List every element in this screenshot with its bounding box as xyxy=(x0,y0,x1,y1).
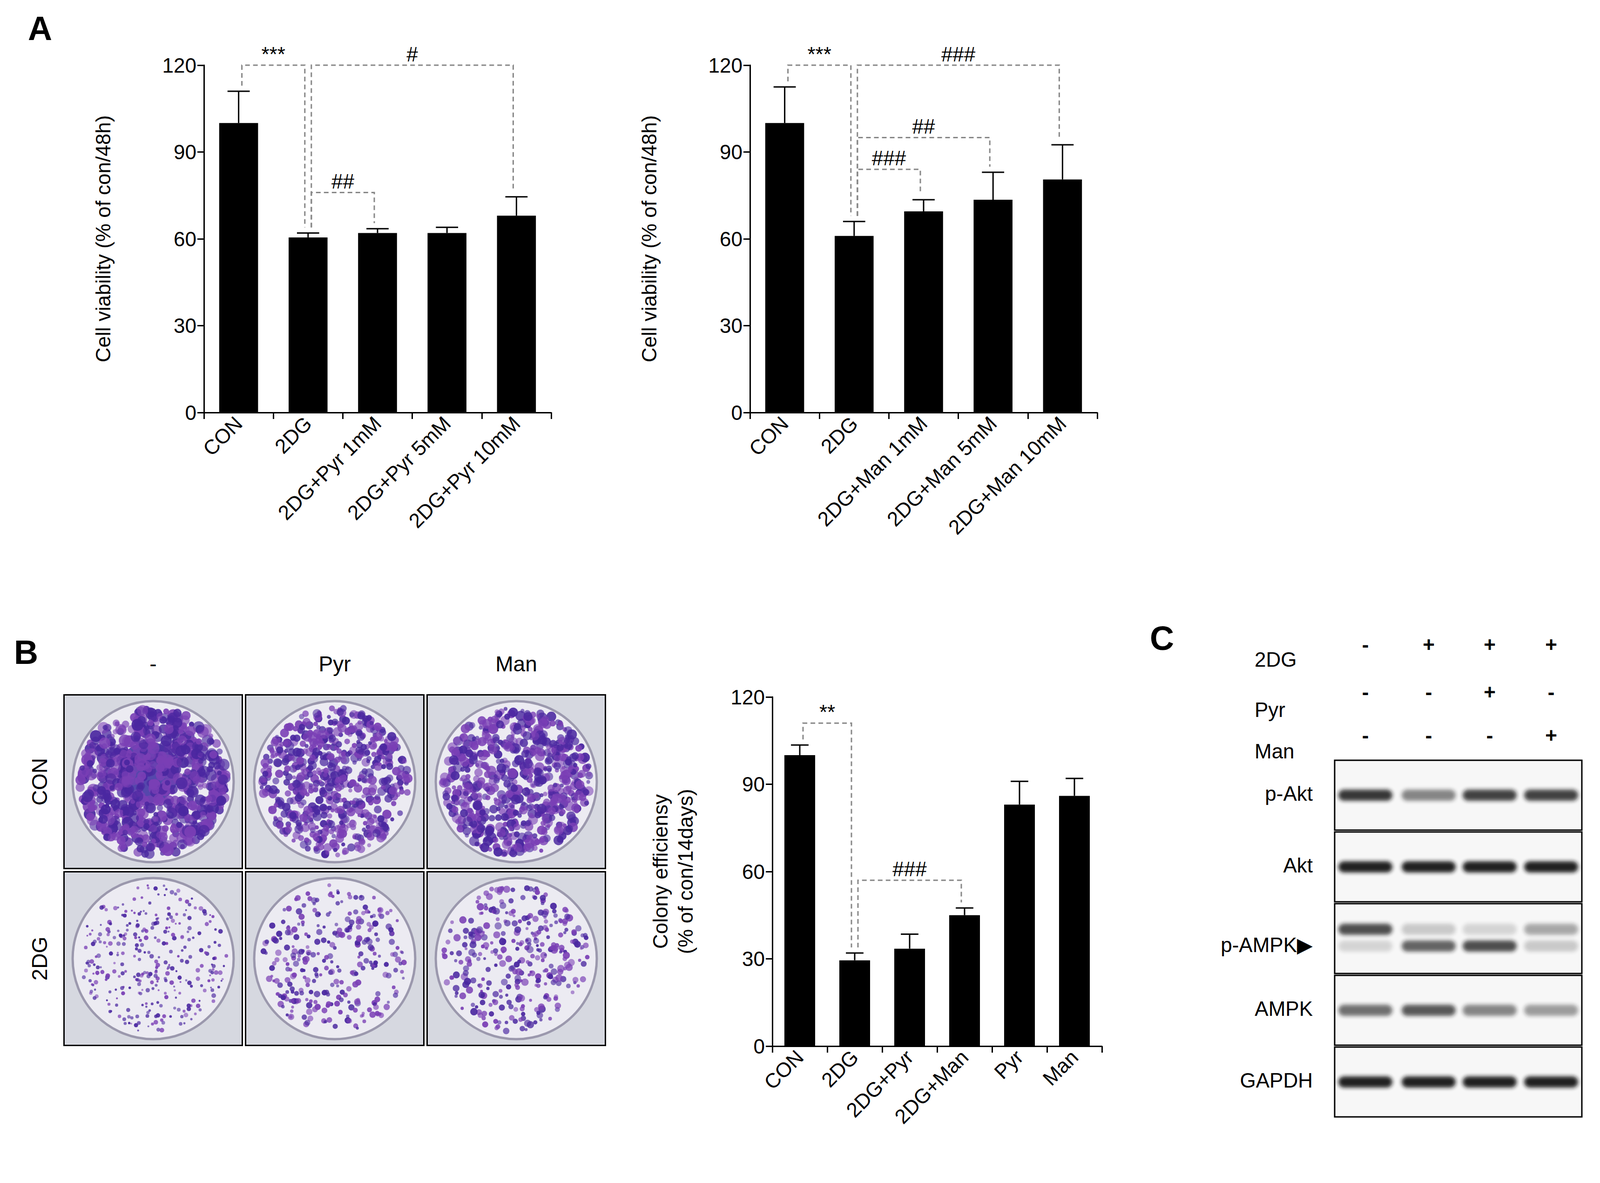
svg-text:2DG+Man 5mM: 2DG+Man 5mM xyxy=(882,411,1002,531)
svg-text:0: 0 xyxy=(185,401,197,425)
svg-text:CON: CON xyxy=(198,411,247,461)
svg-text:Cell viability (% of con/48h): Cell viability (% of con/48h) xyxy=(91,115,115,363)
svg-text:2DG: 2DG xyxy=(816,411,863,459)
html-text:Man: Man xyxy=(1254,739,1295,763)
svg-text:30: 30 xyxy=(742,947,765,971)
svg-text:30: 30 xyxy=(173,314,197,338)
svg-text:2DG: 2DG xyxy=(270,411,317,459)
svg-text:###: ### xyxy=(941,42,976,66)
html-text:Pyr: Pyr xyxy=(318,651,351,676)
svg-text:0: 0 xyxy=(753,1034,765,1058)
html-text:p-Akt: p-Akt xyxy=(1264,782,1313,805)
svg-text:2DG: 2DG xyxy=(816,1045,864,1092)
svg-text:***: *** xyxy=(261,42,286,66)
svg-text:2DG+Pyr 10mM: 2DG+Pyr 10mM xyxy=(404,411,525,533)
svg-text:30: 30 xyxy=(719,314,743,338)
html-text:Pyr: Pyr xyxy=(1254,698,1286,722)
html-text:2DG: 2DG xyxy=(1254,648,1297,671)
html-text:Akt: Akt xyxy=(1283,853,1313,877)
svg-text:60: 60 xyxy=(742,860,765,884)
html-text:AMPK: AMPK xyxy=(1254,997,1313,1020)
svg-text:2DG+Man 10mM: 2DG+Man 10mM xyxy=(943,411,1071,539)
svg-text:120: 120 xyxy=(708,54,743,77)
svg-text:Colony efficiensy: Colony efficiensy xyxy=(648,794,672,949)
svg-text:CON: CON xyxy=(759,1045,809,1094)
svg-text:60: 60 xyxy=(173,227,197,251)
svg-text:(% of con/14days): (% of con/14days) xyxy=(674,789,697,955)
html-text:2DG: 2DG xyxy=(27,936,52,981)
svg-text:0: 0 xyxy=(731,401,743,425)
html-text:C: C xyxy=(1149,619,1175,657)
html-text:CON: CON xyxy=(27,757,52,806)
html-text:GAPDH: GAPDH xyxy=(1239,1068,1313,1092)
svg-text:Man: Man xyxy=(1038,1045,1083,1090)
svg-text:90: 90 xyxy=(173,140,197,164)
svg-text:2DG+Pyr 5mM: 2DG+Pyr 5mM xyxy=(342,411,456,525)
svg-text:2DG+Man 1mM: 2DG+Man 1mM xyxy=(812,411,932,531)
svg-text:##: ## xyxy=(912,114,936,138)
svg-text:###: ### xyxy=(871,146,907,170)
svg-text:120: 120 xyxy=(162,54,197,77)
html-text:Man: Man xyxy=(495,651,538,676)
svg-text:***: *** xyxy=(807,42,832,66)
svg-text:2DG+Pyr 1mM: 2DG+Pyr 1mM xyxy=(273,411,386,525)
svg-text:90: 90 xyxy=(719,140,743,164)
html-text:A: A xyxy=(27,9,53,48)
svg-text:**: ** xyxy=(819,700,836,724)
html-text:p-AMPK▶: p-AMPK▶ xyxy=(1220,933,1313,957)
svg-text:Cell viability (% of con/48h): Cell viability (% of con/48h) xyxy=(637,115,661,363)
svg-text:CON: CON xyxy=(744,411,793,461)
svg-text:2DG+Pyr: 2DG+Pyr xyxy=(841,1045,918,1122)
html-text:B: B xyxy=(13,633,39,671)
svg-text:##: ## xyxy=(331,169,355,193)
svg-text:2DG+Man: 2DG+Man xyxy=(890,1045,973,1128)
svg-text:60: 60 xyxy=(719,227,743,251)
svg-text:###: ### xyxy=(892,857,927,881)
svg-text:90: 90 xyxy=(742,772,765,796)
svg-text:#: # xyxy=(406,42,419,66)
svg-text:120: 120 xyxy=(730,685,765,709)
svg-text:Pyr: Pyr xyxy=(989,1045,1028,1084)
